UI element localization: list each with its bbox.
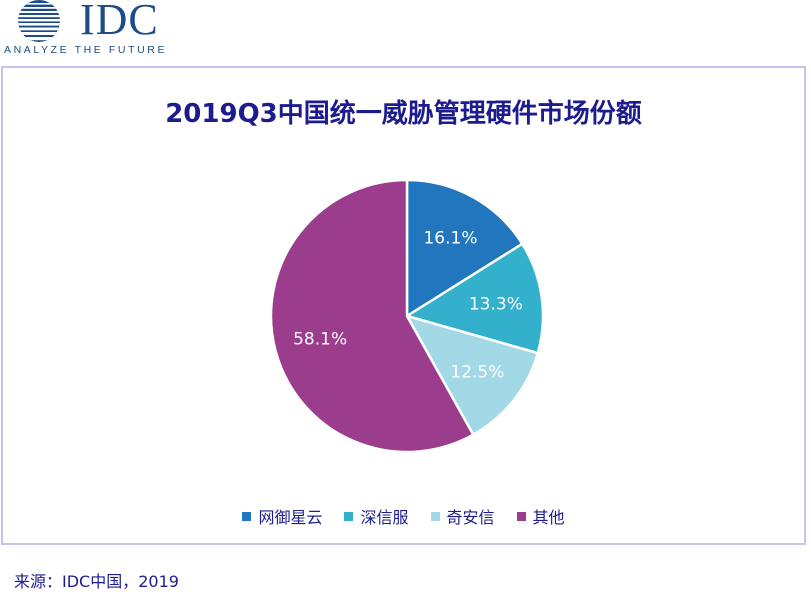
- legend-item-1: 网御星云: [242, 504, 322, 528]
- idc-logo: IDC ANALYZE THE FUTURE: [0, 0, 200, 60]
- legend-swatch-2: [344, 511, 354, 521]
- legend-label-4: 其他: [532, 508, 565, 527]
- logo-tagline: ANALYZE THE FUTURE: [4, 44, 168, 56]
- legend-item-2: 深信服: [344, 504, 409, 528]
- source-note: 来源：IDC中国，2019: [14, 572, 179, 591]
- logo-wordmark: IDC: [80, 0, 159, 44]
- legend-label-1: 网御星云: [258, 508, 323, 527]
- pie-chart: 16.1% 13.3% 12.5% 58.1%: [269, 178, 545, 454]
- legend-swatch-3: [430, 511, 440, 521]
- slice-label-2: 13.3%: [469, 294, 523, 314]
- legend-swatch-4: [516, 511, 526, 521]
- globe-icon: [18, 0, 60, 42]
- legend-label-3: 奇安信: [446, 508, 495, 527]
- chart-title: 2019Q3中国统一威胁管理硬件市场份额: [165, 99, 642, 129]
- slice-label-3: 12.5%: [450, 363, 504, 383]
- legend-item-4: 其他: [516, 504, 565, 528]
- pie-slice-1: [405, 178, 525, 319]
- legend-item-3: 奇安信: [430, 504, 495, 528]
- legend-swatch-1: [242, 511, 252, 521]
- chart-legend: 网御星云 深信服 奇安信 其他: [3, 504, 804, 528]
- pie-slice-4: [269, 178, 475, 454]
- pie-slice-2: [403, 242, 545, 355]
- legend-label-2: 深信服: [360, 508, 409, 527]
- chart-panel: 2019Q3中国统一威胁管理硬件市场份额 16.1% 13.3% 12.5% 58.1…: [1, 66, 806, 545]
- slice-label-4: 58.1%: [293, 330, 347, 350]
- slice-label-1: 16.1%: [423, 228, 477, 248]
- pie-slice-3: [404, 313, 540, 437]
